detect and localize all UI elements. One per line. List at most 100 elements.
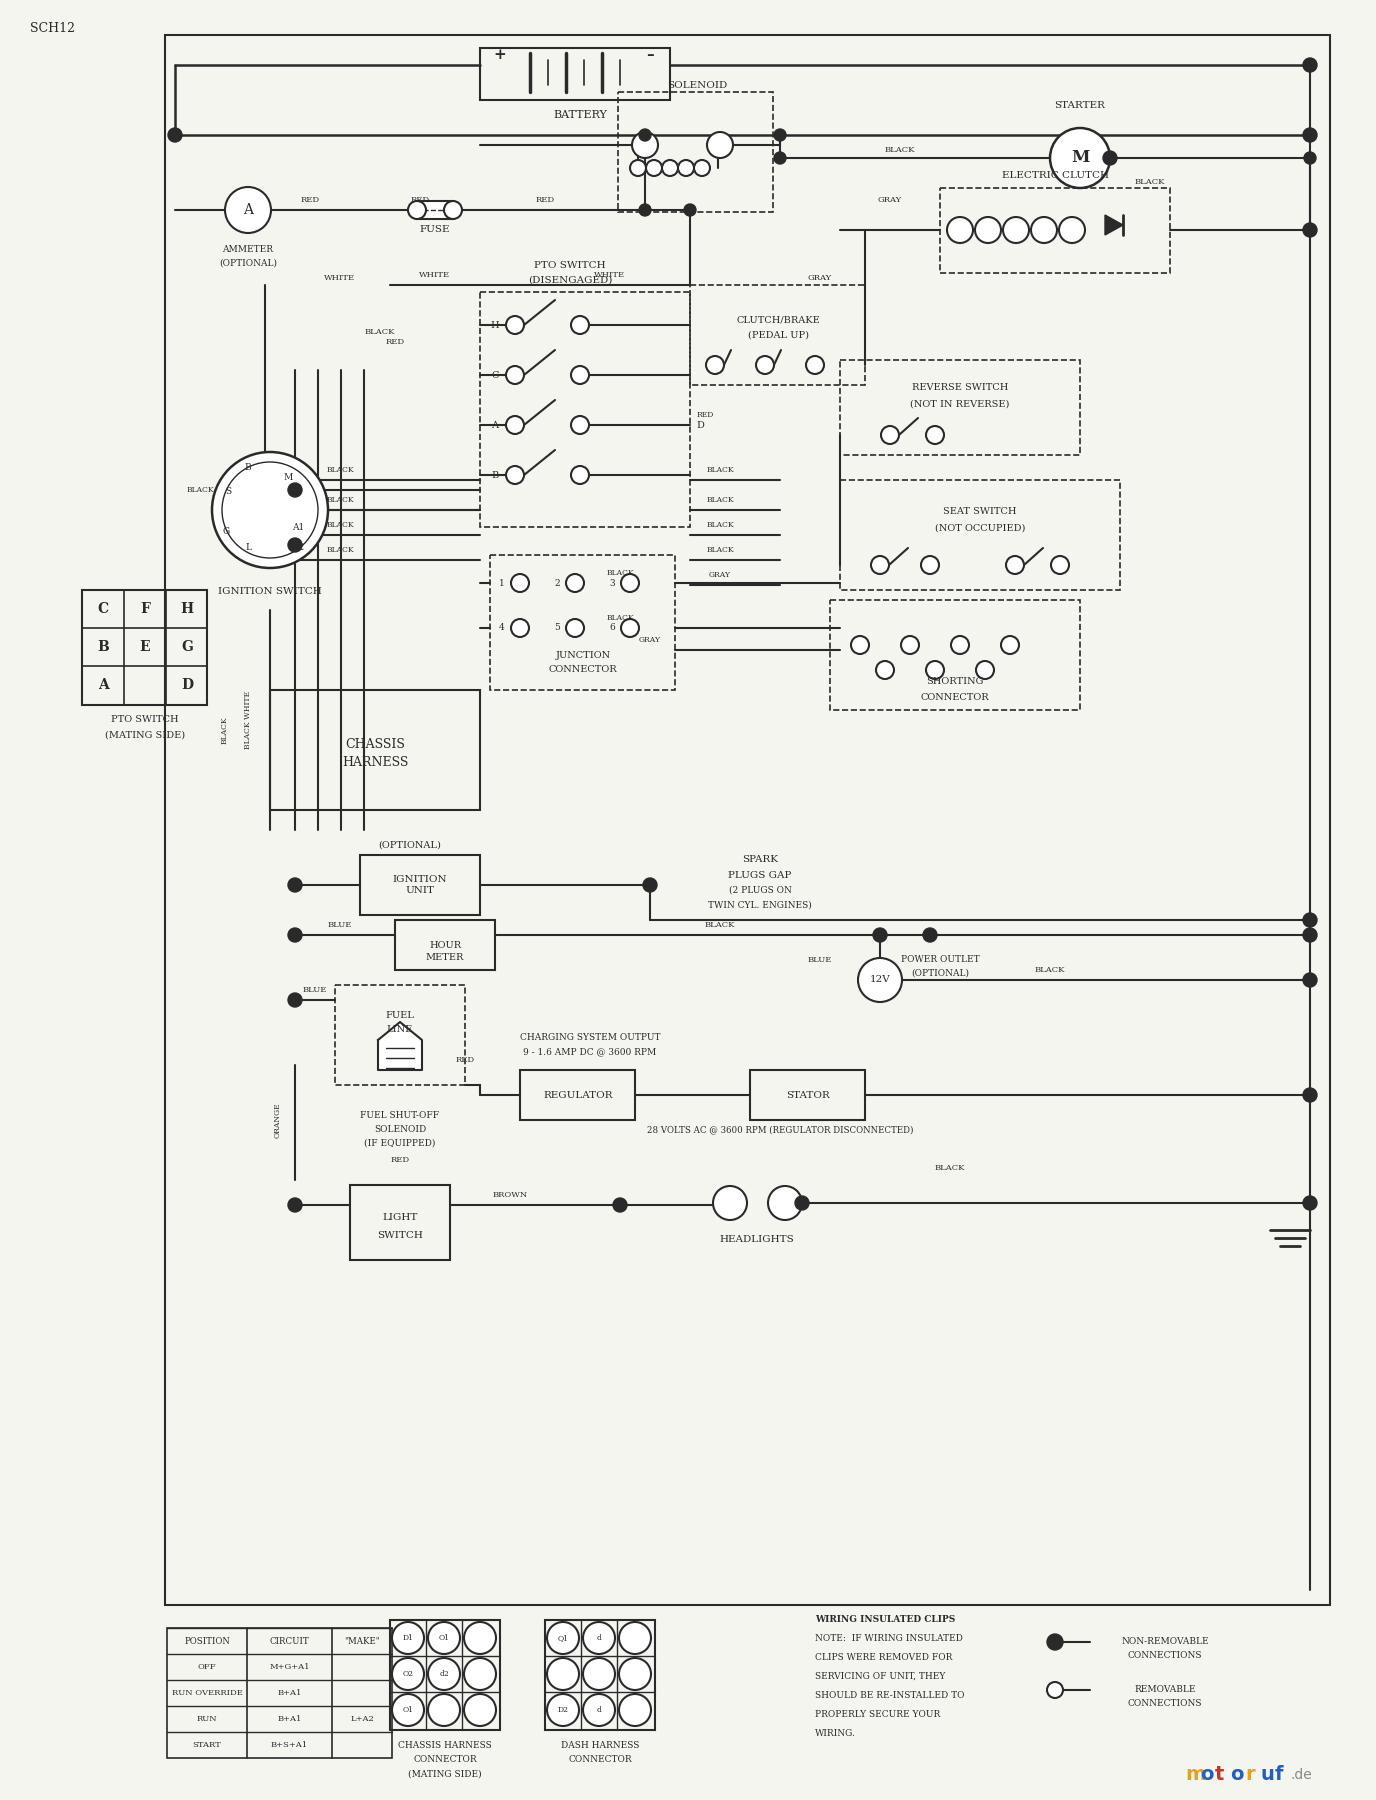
Text: 12V: 12V: [870, 976, 890, 985]
Text: C: C: [98, 601, 109, 616]
Text: .de: .de: [1291, 1768, 1311, 1782]
Text: (NOT IN REVERSE): (NOT IN REVERSE): [911, 400, 1010, 409]
Text: PTO SWITCH: PTO SWITCH: [111, 715, 179, 724]
Text: REGULATOR: REGULATOR: [544, 1091, 612, 1100]
Circle shape: [409, 202, 427, 220]
Circle shape: [645, 160, 662, 176]
Text: BLACK: BLACK: [607, 614, 634, 623]
Text: START: START: [193, 1741, 222, 1750]
Text: PTO SWITCH: PTO SWITCH: [534, 261, 605, 270]
Text: RED: RED: [535, 196, 555, 203]
Text: WHITE: WHITE: [325, 274, 355, 283]
Text: LINE: LINE: [387, 1026, 413, 1035]
Text: STARTER: STARTER: [1054, 101, 1105, 110]
Circle shape: [630, 160, 645, 176]
Text: GRAY: GRAY: [709, 571, 731, 580]
Text: NON-REMOVABLE: NON-REMOVABLE: [1121, 1638, 1208, 1647]
Text: +: +: [494, 49, 506, 61]
Circle shape: [678, 160, 694, 176]
Circle shape: [464, 1658, 495, 1690]
Text: 6: 6: [610, 623, 615, 632]
Circle shape: [1003, 218, 1029, 243]
Text: CONNECTOR: CONNECTOR: [549, 666, 618, 675]
Text: CIRCUIT: CIRCUIT: [270, 1636, 310, 1645]
Text: B: B: [491, 470, 498, 479]
Text: RUN OVERRIDE: RUN OVERRIDE: [172, 1688, 242, 1697]
Text: G: G: [223, 527, 230, 536]
Circle shape: [1303, 913, 1317, 927]
Circle shape: [566, 619, 583, 637]
Polygon shape: [1105, 214, 1123, 236]
Bar: [83, 590, 206, 706]
Text: FUEL SHUT-OFF: FUEL SHUT-OFF: [361, 1111, 439, 1120]
Text: BLACK: BLACK: [365, 328, 395, 337]
Text: BLUE: BLUE: [327, 922, 352, 929]
Text: D2: D2: [557, 1706, 568, 1714]
Text: SCH12: SCH12: [30, 22, 76, 34]
Circle shape: [871, 556, 889, 574]
Text: BLACK: BLACK: [1035, 967, 1065, 974]
Text: ELECTRIC CLUTCH: ELECTRIC CLUTCH: [1002, 171, 1109, 180]
Circle shape: [612, 1199, 627, 1211]
Text: RED: RED: [391, 1156, 410, 1165]
Circle shape: [583, 1622, 615, 1654]
Circle shape: [571, 365, 589, 383]
Circle shape: [1047, 1634, 1064, 1651]
Circle shape: [464, 1622, 495, 1654]
Circle shape: [548, 1694, 579, 1726]
Text: G: G: [182, 641, 193, 653]
Text: (MATING SIDE): (MATING SIDE): [105, 731, 184, 740]
Circle shape: [1303, 929, 1317, 941]
Circle shape: [571, 416, 589, 434]
Text: SEAT SWITCH: SEAT SWITCH: [944, 508, 1017, 517]
Text: GRAY: GRAY: [808, 274, 832, 283]
Circle shape: [288, 878, 301, 893]
Circle shape: [684, 203, 696, 216]
Text: (PEDAL UP): (PEDAL UP): [747, 331, 809, 340]
Circle shape: [773, 130, 786, 140]
Circle shape: [288, 1199, 301, 1211]
Circle shape: [881, 427, 899, 445]
Text: d: d: [597, 1706, 601, 1714]
Text: (DISENGAGED): (DISENGAGED): [528, 275, 612, 284]
Circle shape: [859, 958, 903, 1003]
Circle shape: [212, 452, 327, 569]
Bar: [520, 1069, 634, 1120]
Text: BLACK: BLACK: [326, 497, 354, 504]
Circle shape: [571, 317, 589, 335]
Circle shape: [923, 929, 937, 941]
Text: RED: RED: [410, 196, 429, 203]
Bar: [839, 360, 1080, 455]
Text: (2 PLUGS ON: (2 PLUGS ON: [728, 886, 791, 895]
Text: 1: 1: [499, 578, 505, 587]
Circle shape: [1047, 1681, 1064, 1697]
Circle shape: [506, 466, 524, 484]
Text: STATOR: STATOR: [786, 1091, 830, 1100]
Text: O2: O2: [403, 1670, 414, 1678]
Text: WHITE: WHITE: [420, 272, 450, 279]
Circle shape: [638, 203, 651, 216]
Text: d: d: [597, 1634, 601, 1642]
Text: BLACK: BLACK: [607, 569, 634, 578]
Text: A1: A1: [292, 524, 304, 533]
Circle shape: [288, 929, 301, 941]
Text: (OPTIONAL): (OPTIONAL): [219, 259, 277, 268]
Text: BLACK: BLACK: [1135, 178, 1165, 185]
Text: AMMETER: AMMETER: [223, 245, 274, 254]
Text: CONNECTIONS: CONNECTIONS: [1128, 1699, 1203, 1708]
Circle shape: [619, 1658, 651, 1690]
Text: CHASSIS: CHASSIS: [345, 738, 405, 752]
Text: CHARGING SYSTEM OUTPUT: CHARGING SYSTEM OUTPUT: [520, 1033, 660, 1042]
Circle shape: [901, 635, 919, 653]
Text: 5: 5: [555, 623, 560, 632]
Text: JUNCTION: JUNCTION: [556, 650, 611, 659]
Circle shape: [1303, 974, 1317, 986]
Circle shape: [1304, 223, 1315, 236]
Text: L+A2: L+A2: [350, 1715, 374, 1723]
Text: m: m: [1185, 1766, 1205, 1784]
Circle shape: [1000, 635, 1020, 653]
Circle shape: [947, 218, 973, 243]
Text: BLACK: BLACK: [934, 1165, 965, 1172]
Text: o: o: [1200, 1766, 1214, 1784]
Circle shape: [566, 574, 583, 592]
